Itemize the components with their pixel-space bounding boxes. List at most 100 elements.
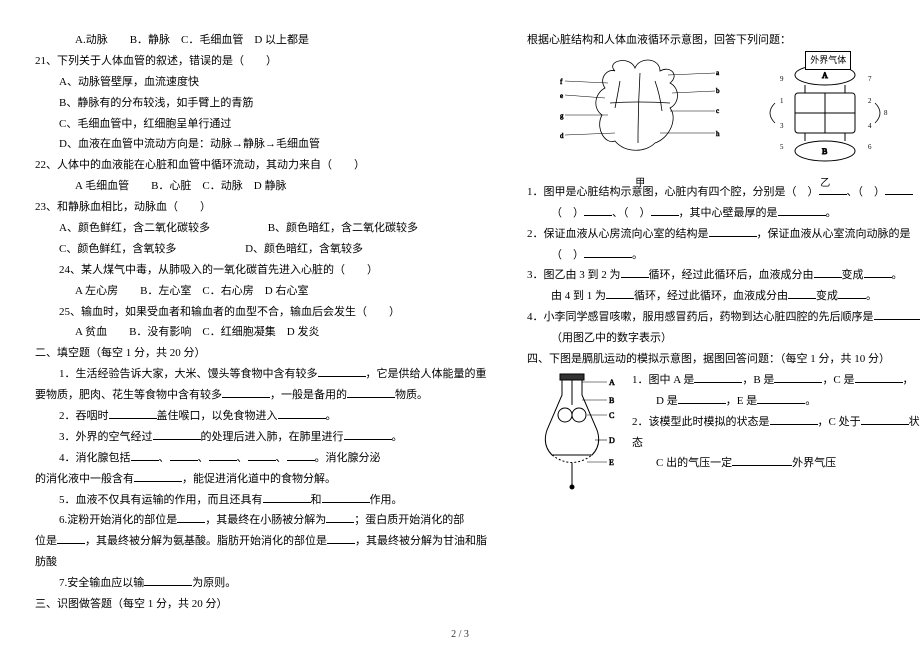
fill6: 6.淀粉开始消化的部位是，其最终在小肠被分解为；蛋白质开始消化的部 [35, 510, 487, 531]
circ-svg-icon: A B 97 12 34 56 8 [750, 53, 900, 168]
svg-text:E: E [609, 458, 614, 467]
svg-text:c: c [716, 107, 719, 115]
circulation-diagram: 外界气体 A B 97 12 34 [750, 53, 900, 178]
p2: 2．该模型此时模拟的状态是，C 处于状 [632, 412, 920, 433]
page-footer: 2 / 3 [0, 625, 920, 644]
svg-text:B: B [822, 147, 827, 156]
blank [177, 511, 205, 523]
blank [131, 449, 159, 461]
q22opts: A 毛细血管 B．心脏 C．动脉 D 静脉 [35, 176, 487, 197]
q21c: C、毛细血管中，红细胞呈单行通过 [35, 114, 487, 135]
r3b: 由 4 到 1 为循环，经过此循环，血液成分由变成。 [527, 286, 920, 307]
blank [278, 407, 326, 419]
caption-yi: 乙 [750, 174, 900, 193]
fill4: 4．消化腺包括、、、、。消化腺分泌 [35, 448, 487, 469]
svg-text:7: 7 [868, 75, 872, 83]
blank [838, 287, 866, 299]
svg-text:3: 3 [780, 122, 784, 130]
blank [678, 392, 726, 404]
section2-header: 二、填空题（每空 1 分，共 20 分） [35, 343, 487, 364]
p1: 1．图中 A 是，B 是，C 是， [632, 370, 920, 391]
caption-jia: 甲 [560, 174, 720, 193]
opt-line: A.动脉 B．静脉 C．毛细血管 D 以上都是 [35, 30, 487, 51]
intro: 根据心脏结构和人体血液循环示意图，回答下列问题： [527, 30, 920, 51]
q23b: B、颜色暗红，含二氧化碳较多 [268, 222, 418, 234]
blank [861, 413, 909, 425]
svg-text:C: C [609, 411, 614, 420]
heart-svg-icon: f e g d a b c h [560, 53, 720, 168]
r3: 3．图乙由 3 到 2 为循环，经过此循环后，血液成分由变成。 [527, 265, 920, 286]
blank [144, 574, 192, 586]
q25opts: A 贫血 B．没有影响 C．红细胞凝集 D 发炎 [35, 322, 487, 343]
blank [621, 266, 649, 278]
blank [864, 266, 892, 278]
fill6b: 位是，其最终被分解为氨基酸。脂肪开始消化的部位是，其最终被分解为甘油和脂 [35, 531, 487, 552]
blank [584, 204, 612, 216]
q23-row2: C、颜色鲜红，含氧较多 D、颜色暗红，含氧较多 [35, 239, 487, 260]
q23: 23、和静脉血相比，动脉血（ ） [35, 197, 487, 218]
svg-text:b: b [716, 87, 720, 95]
section4-header: 四、下图是膈肌运动的模拟示意图，据图回答问题：（每空 1 分，共 10 分） [527, 349, 920, 370]
fill5: 5．血液不仅具有运输的作用，而且还具有和作用。 [35, 490, 487, 511]
blank [287, 449, 315, 461]
blank [757, 392, 805, 404]
r2: 2．保证血液从心房流向心室的结构是，保证血液从心室流向动脉的是 [527, 224, 920, 245]
blank [874, 308, 920, 320]
fill1b: 要物质，肥肉、花生等食物中含有较多，一般是备用的物质。 [35, 385, 487, 406]
svg-text:g: g [560, 112, 564, 120]
p1b: D 是，E 是。 [632, 391, 920, 412]
blank [209, 449, 237, 461]
flask-svg-icon: A B C D E [527, 370, 622, 490]
blank [347, 386, 395, 398]
blank [109, 407, 157, 419]
svg-text:2: 2 [868, 97, 872, 105]
blank [327, 532, 355, 544]
blank [855, 371, 903, 383]
diagram-row: f e g d a b c h 甲 外界气体 A [527, 53, 920, 178]
q23d: D、颜色暗红，含氧较多 [245, 243, 363, 255]
q24opts: A 左心房 B．左心室 C．右心房 D 右心室 [35, 281, 487, 302]
svg-text:e: e [560, 92, 563, 100]
heart-diagram: f e g d a b c h 甲 [560, 53, 720, 178]
blank [153, 428, 201, 440]
blank [606, 287, 634, 299]
svg-text:A: A [609, 378, 615, 387]
blank [248, 449, 276, 461]
p2b: 态 [632, 433, 920, 454]
blank [57, 532, 85, 544]
svg-text:f: f [560, 78, 563, 86]
blank [732, 454, 792, 466]
blank [322, 491, 370, 503]
svg-text:1: 1 [780, 97, 784, 105]
fill7: 7.安全输血应以输为原则。 [35, 573, 487, 594]
gas-label: 外界气体 [805, 51, 851, 70]
blank [788, 287, 816, 299]
svg-text:a: a [716, 69, 720, 77]
q23a: A、颜色鲜红，含二氧化碳较多 [59, 222, 210, 234]
blank [814, 266, 842, 278]
svg-text:h: h [716, 130, 720, 138]
svg-text:8: 8 [884, 109, 888, 117]
q25: 25、输血时，如果受血者和输血者的血型不合，输血后会发生（ ） [35, 302, 487, 323]
blank [318, 365, 366, 377]
blank [774, 371, 822, 383]
section3-header: 三、识图做答题（每空 1 分，共 20 分） [35, 594, 487, 615]
fill2: 2．吞咽时盖住喉口，以免食物进入。 [35, 406, 487, 427]
r4: 4．小李同学感冒咳嗽，服用感冒药后，药物到达心脏四腔的先后顺序是 [527, 307, 920, 328]
blank [222, 386, 270, 398]
svg-text:d: d [560, 132, 564, 140]
left-column: A.动脉 B．静脉 C．毛细血管 D 以上都是 21、下列关于人体血管的叙述，错… [35, 30, 507, 640]
blank [344, 428, 392, 440]
q21a: A、动脉管壁厚，血流速度快 [35, 72, 487, 93]
blank [778, 204, 826, 216]
p3: C 出的气压一定外界气压 [632, 453, 920, 474]
r4b: （用图乙中的数字表示） [527, 328, 920, 349]
svg-text:9: 9 [780, 75, 784, 83]
svg-text:5: 5 [780, 143, 784, 151]
svg-text:B: B [609, 396, 614, 405]
blank [584, 246, 632, 258]
blank [651, 204, 679, 216]
r2b: （ ）。 [527, 245, 920, 266]
fill4b: 的消化液中一般含有，能促进消化道中的食物分解。 [35, 469, 487, 490]
svg-text:A: A [822, 71, 828, 80]
